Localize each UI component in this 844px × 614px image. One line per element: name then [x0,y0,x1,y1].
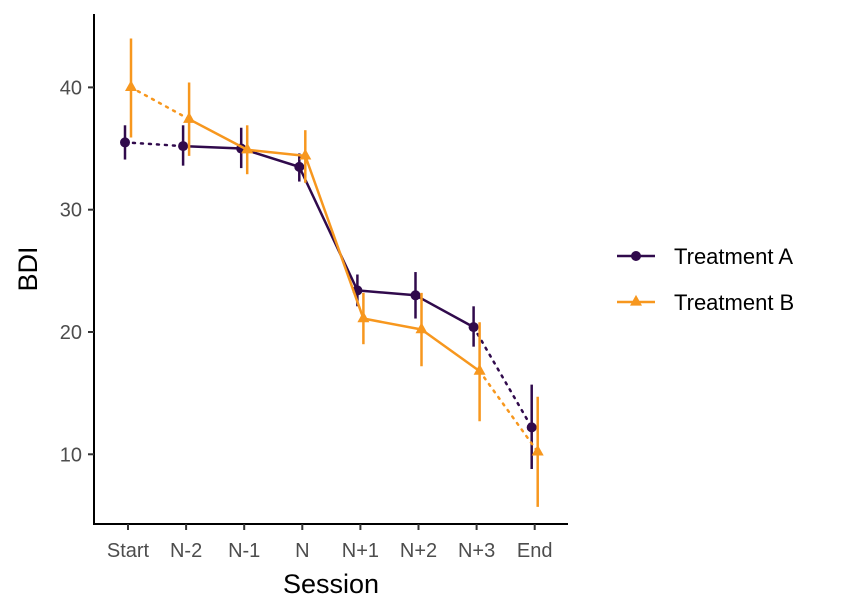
legend-label: Treatment B [674,290,794,315]
series-line-segment [247,148,306,158]
x-tick-label: N-2 [170,540,202,562]
data-point [415,322,428,334]
legend-key-marker [631,251,641,261]
data-point [468,322,479,333]
x-tick-label: Start [107,540,150,562]
x-tick-label: N-1 [228,540,260,562]
y-ticks: 10 20 30 40 [60,77,94,466]
series-1 [120,125,537,469]
y-tick-label: 30 [60,200,82,222]
series-2 [125,38,544,507]
x-tick-label: End [517,540,553,562]
x-tick-label: N+1 [342,540,379,562]
data-point [120,137,130,148]
x-tick-label: N [295,540,309,562]
y-tick-label: 40 [60,77,82,99]
legend-label: Treatment A [674,244,793,269]
plot-marks [120,38,544,507]
data-point [183,112,196,123]
data-point [299,148,312,160]
data-point [526,422,537,433]
series-line-segment [183,144,242,150]
x-tick-label: N+2 [400,540,437,562]
series-line-segment [129,86,191,121]
y-axis-title: BDI [13,246,43,291]
data-point [125,80,137,92]
series-line-segment [188,118,248,151]
series-line-segment [420,328,481,373]
data-point [357,311,370,323]
data-point [294,161,305,172]
legend-key-marker [630,294,642,306]
data-point [178,141,189,152]
series-line-segment [357,289,416,297]
series-line-segment [123,141,185,148]
series-line-segment [298,166,359,291]
data-point [473,363,486,375]
legend: Treatment A Treatment B [617,244,794,315]
y-tick-label: 20 [60,322,82,344]
series-line-segment [414,294,475,329]
series-line-segment [304,155,365,319]
series-line-segment [363,317,422,331]
x-tick-label: N+3 [458,540,495,562]
series-line-segment [472,325,533,429]
data-point [241,142,254,154]
data-point [531,444,544,456]
series-line-segment [478,369,539,454]
data-point [410,290,421,301]
x-axis-title: Session [283,569,379,599]
y-tick-label: 10 [60,444,82,466]
x-ticks: Start N-2 N-1 N N+1 N+2 N+3 End [107,524,553,562]
